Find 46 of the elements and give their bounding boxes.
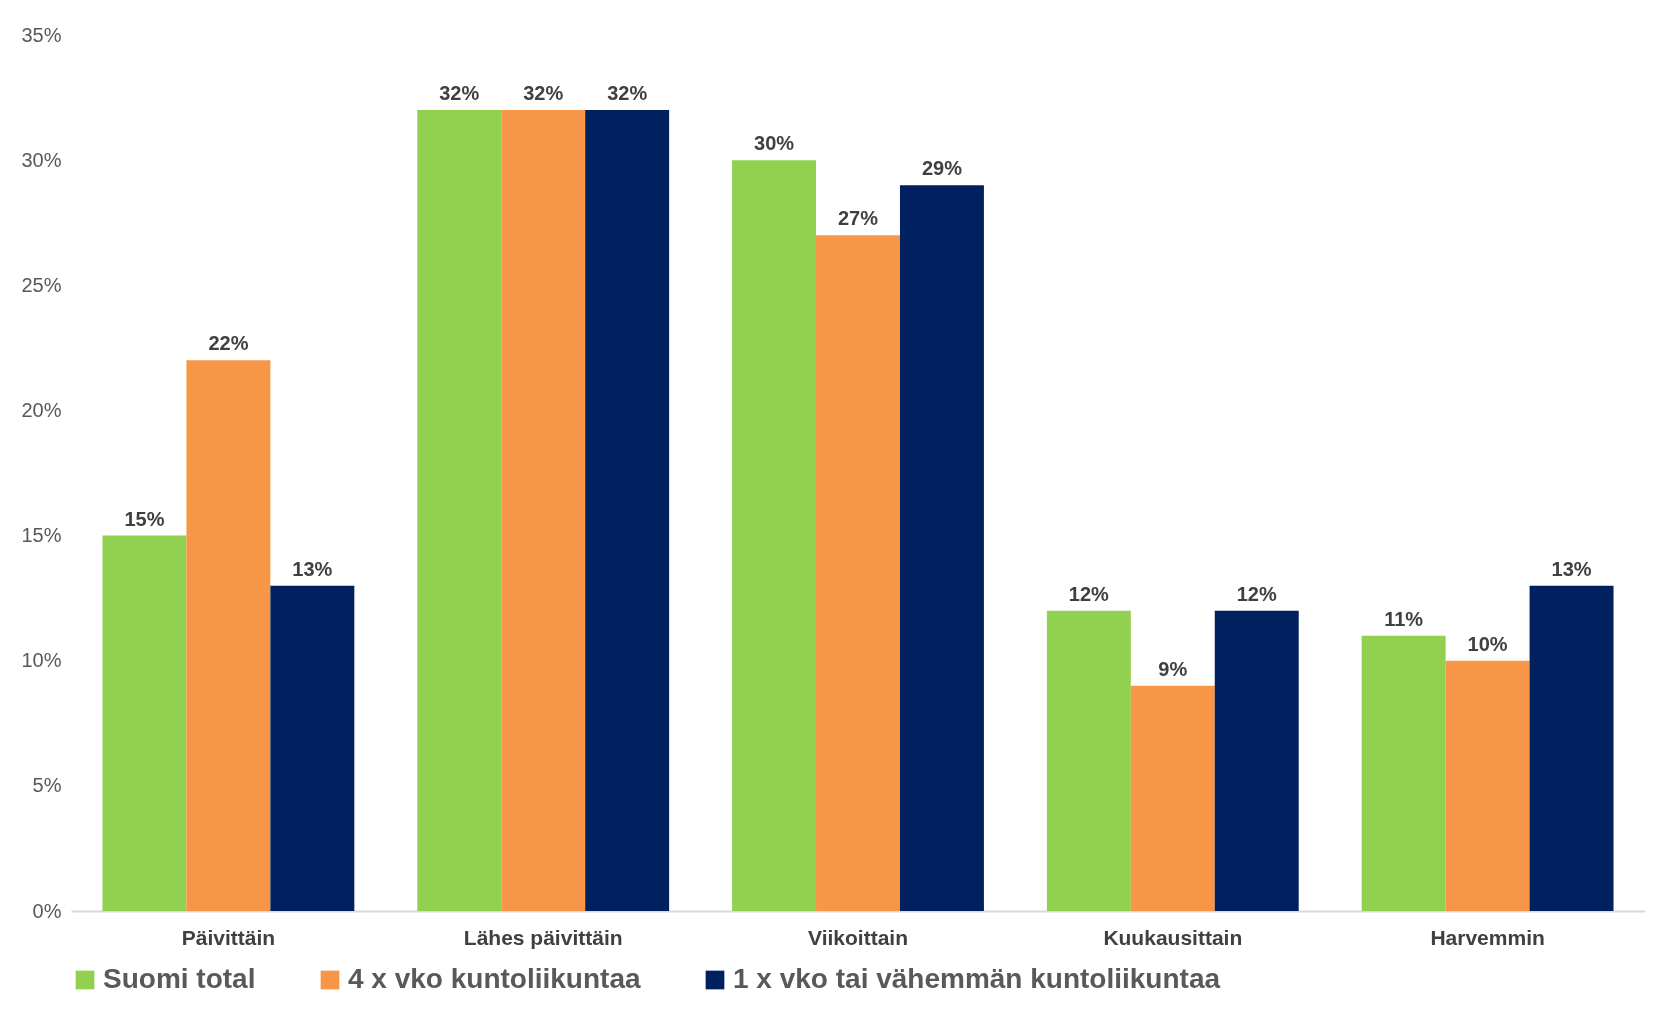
- y-tick-label: 25%: [21, 273, 62, 296]
- y-tick-label: 30%: [21, 148, 62, 171]
- data-label: 29%: [921, 157, 963, 180]
- data-label: 13%: [292, 557, 333, 580]
- bar: [270, 585, 355, 911]
- bar: [1361, 635, 1446, 911]
- y-tick-label: 15%: [21, 524, 62, 547]
- x-tick-label: Viikoittain: [808, 925, 908, 949]
- bar: [186, 360, 271, 911]
- legend-label: 1 x vko tai vähemmän kuntoliikuntaa: [733, 963, 1221, 994]
- x-tick-label: Kuukausittain: [1103, 925, 1243, 949]
- data-label: 30%: [754, 132, 795, 155]
- y-tick-label: 35%: [21, 23, 62, 46]
- x-tick-label: Päivittäin: [181, 925, 276, 949]
- data-label: 12%: [1068, 582, 1110, 605]
- legend-label: Suomi total: [103, 963, 256, 994]
- data-label: 32%: [439, 82, 480, 105]
- bar: [417, 110, 502, 911]
- x-tick-label: Harvemmin: [1430, 925, 1545, 949]
- bar: [899, 185, 984, 911]
- bar: [1214, 610, 1299, 911]
- data-label: 32%: [607, 82, 648, 105]
- bar: [1445, 660, 1530, 911]
- y-tick-label: 10%: [21, 649, 62, 672]
- bar: [585, 110, 670, 911]
- bar: [1046, 610, 1131, 911]
- data-label: 13%: [1551, 557, 1592, 580]
- bar: [732, 160, 817, 911]
- y-tick-label: 0%: [32, 899, 62, 922]
- x-tick-label: Lähes päivittäin: [463, 925, 623, 949]
- y-tick-label: 20%: [21, 398, 62, 421]
- bar: [1130, 685, 1215, 911]
- data-label: 10%: [1467, 632, 1508, 655]
- bar: [102, 535, 187, 911]
- legend-label: 4 x vko kuntoliikuntaa: [348, 963, 641, 994]
- data-label: 12%: [1236, 582, 1277, 605]
- bar: [816, 235, 900, 911]
- bar: [1529, 585, 1614, 911]
- data-label: 27%: [837, 207, 879, 230]
- y-tick-label: 5%: [32, 774, 62, 797]
- data-label: 22%: [208, 332, 249, 355]
- data-label: 9%: [1158, 657, 1188, 680]
- data-label: 15%: [124, 507, 165, 530]
- data-label: 32%: [523, 82, 564, 105]
- data-label: 11%: [1384, 607, 1424, 630]
- bar: [501, 110, 586, 911]
